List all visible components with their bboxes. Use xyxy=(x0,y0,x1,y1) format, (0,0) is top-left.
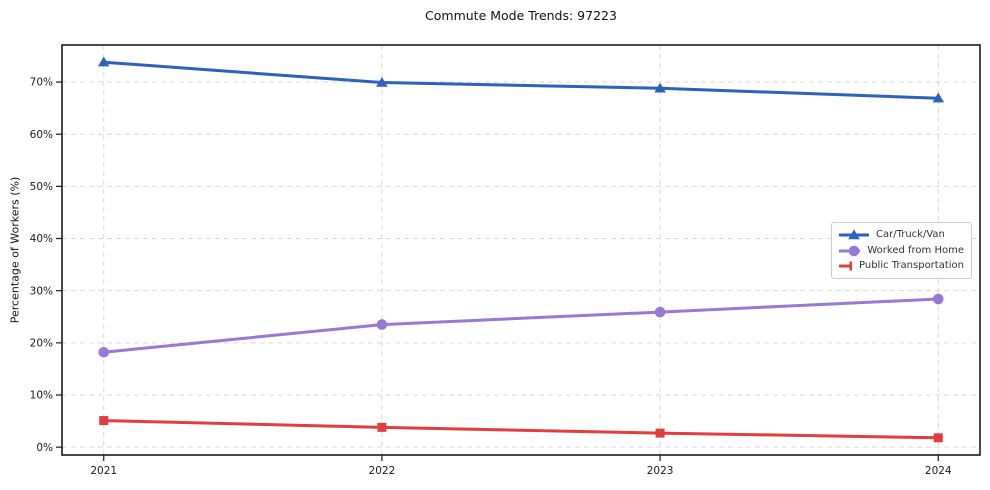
y-tick-label: 10% xyxy=(30,390,53,402)
legend-label: Car/Truck/Van xyxy=(876,228,945,240)
data-point-triangle xyxy=(97,56,110,67)
x-tick-label: 2023 xyxy=(647,465,674,477)
data-point-square xyxy=(849,261,853,271)
legend-marker-square-icon xyxy=(839,261,853,271)
x-tick-label: 2024 xyxy=(925,465,952,477)
plot-border xyxy=(61,44,981,456)
data-point-square xyxy=(99,416,109,426)
legend-marker-triangle-icon xyxy=(839,229,869,239)
y-tick-label: 50% xyxy=(30,181,53,193)
y-tick-label: 60% xyxy=(30,129,53,141)
legend-item-car-truck-van[interactable]: Car/Truck/Van xyxy=(839,229,964,241)
legend-marker-circle-icon xyxy=(839,245,861,256)
data-point-square xyxy=(655,428,665,438)
series-line xyxy=(102,297,940,354)
data-point-circle xyxy=(932,293,944,305)
chart-title: Commute Mode Trends: 97223 xyxy=(425,8,617,23)
legend-label: Public Transportation xyxy=(859,260,964,272)
data-point-triangle xyxy=(376,76,388,87)
y-tick-label: 30% xyxy=(30,285,53,297)
series-line xyxy=(102,60,940,100)
y-tick-label: 0% xyxy=(36,442,53,454)
y-tick-label: 70% xyxy=(30,77,53,89)
legend-item-public-transportation[interactable]: Public Transportation xyxy=(839,260,964,272)
x-tick-label: 2022 xyxy=(369,465,396,477)
data-point-circle xyxy=(654,306,666,318)
series-line xyxy=(102,419,940,440)
legend-label: Worked from Home xyxy=(867,244,964,256)
data-point-triangle xyxy=(932,92,945,103)
data-point-circle xyxy=(376,319,388,330)
data-point-triangle xyxy=(848,229,860,239)
legend: Car/Truck/Van Worked from Home Public Tr… xyxy=(831,222,972,279)
data-point-circle xyxy=(848,245,860,256)
y-tick-label: 20% xyxy=(30,337,53,349)
data-point-triangle xyxy=(654,82,666,93)
y-tick-label: 40% xyxy=(30,233,53,245)
data-point-circle xyxy=(98,346,110,358)
legend-item-worked-from-home[interactable]: Worked from Home xyxy=(839,245,964,257)
data-point-square xyxy=(377,422,387,432)
data-point-square xyxy=(933,433,943,443)
x-tick-label: 2021 xyxy=(90,465,117,477)
